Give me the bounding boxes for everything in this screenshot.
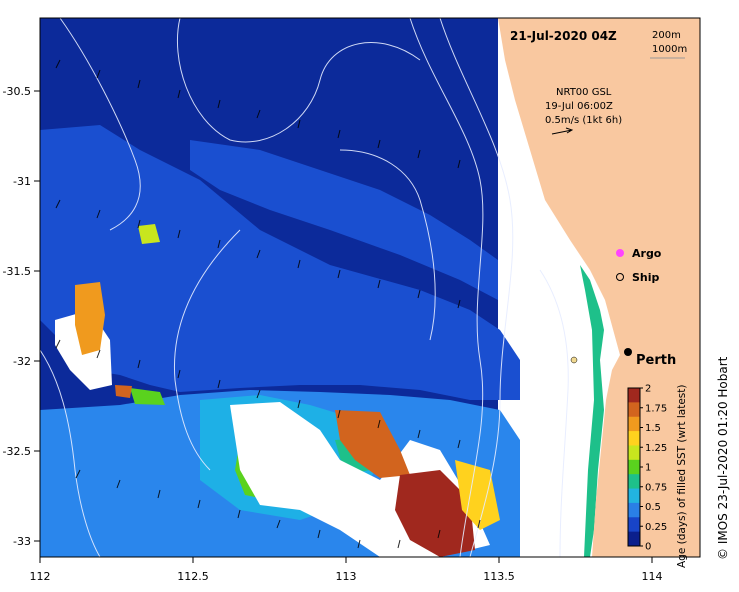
colorbar-segment xyxy=(628,402,640,418)
colorbar-segment xyxy=(628,416,640,432)
y-tick-label: -32.5 xyxy=(3,445,31,458)
ship-marker-on-map xyxy=(570,356,578,364)
orange-patch xyxy=(75,282,105,355)
y-tick-label: -30.5 xyxy=(3,85,31,98)
red-patch xyxy=(335,410,410,478)
colorbar-segment xyxy=(628,459,640,475)
yellow-patch xyxy=(455,460,500,530)
colorbar-tick-label: 1 xyxy=(645,463,651,474)
bathymetry-contours xyxy=(39,17,569,558)
map-area xyxy=(39,17,700,558)
land xyxy=(498,18,700,557)
x-tick-label: 113.5 xyxy=(483,570,515,583)
darkred-patch xyxy=(395,470,475,557)
depth-legend-200m: 200m xyxy=(652,30,681,41)
argo-legend-label: Argo xyxy=(632,247,662,260)
argo-legend-icon xyxy=(616,249,624,257)
colorbar-segment xyxy=(628,488,640,504)
depth-legend-1000m: 1000m xyxy=(652,44,687,55)
ship-legend-label: Ship xyxy=(632,271,660,284)
x-tick-label: 114 xyxy=(642,570,663,583)
colorbar-tick-label: 0.5 xyxy=(645,502,661,513)
green-patch-4 xyxy=(130,388,165,405)
current-vectors xyxy=(55,59,481,549)
colorbar-segment xyxy=(628,502,640,518)
colorbar-tick-label: 1.5 xyxy=(645,423,661,434)
colorbar-segment xyxy=(628,474,640,490)
x-tick-label: 112.5 xyxy=(177,570,209,583)
y-axis: -30.5 -31 -31.5 -32 -32.5 -33 xyxy=(3,85,40,548)
map-title: 21-Jul-2020 04Z xyxy=(510,29,617,43)
colorbar-segment xyxy=(628,445,640,461)
colorbar-tick-label: 0 xyxy=(645,542,651,553)
ocean-upper-band xyxy=(190,140,498,300)
colorbar-label: Age (days) of filled SST (wrt latest) xyxy=(676,385,688,568)
colorbar-tick-label: 0.75 xyxy=(645,482,667,493)
colorbar-segment xyxy=(628,388,640,403)
colorbar-segment xyxy=(628,517,640,533)
coastal-strip xyxy=(580,265,604,557)
brown-patch xyxy=(115,385,132,398)
colorbar: 0 0.25 0.5 0.75 1 1.25 1.5 1.75 2 xyxy=(627,384,667,553)
colorbar-tick-label: 1.75 xyxy=(645,403,667,414)
ship-legend-icon xyxy=(616,273,624,281)
green-patch-3 xyxy=(138,224,160,244)
x-tick-label: 113 xyxy=(336,570,357,583)
current-info-line1: NRT00 GSL xyxy=(556,87,612,98)
credit-text: © IMOS 23-Jul-2020 01:20 Hobart xyxy=(716,356,730,560)
perth-marker xyxy=(624,348,632,356)
colorbar-segment xyxy=(628,431,640,446)
x-tick-label: 112 xyxy=(30,570,51,583)
colorbar-segment xyxy=(628,531,640,547)
y-tick-label: -33 xyxy=(13,535,31,548)
city-label-perth: Perth xyxy=(636,353,676,368)
colorbar-tick-label: 2 xyxy=(645,384,651,395)
y-tick-label: -32 xyxy=(13,355,31,368)
colorbar-tick-label: 0.25 xyxy=(645,522,667,533)
y-tick-label: -31 xyxy=(13,175,31,188)
current-info-line3: 0.5m/s (1kt 6h) xyxy=(545,115,622,126)
map-frame xyxy=(39,17,701,558)
current-scale-arrow xyxy=(551,127,574,135)
ocean-mid-band xyxy=(40,125,520,400)
colorbar-tick-label: 1.25 xyxy=(645,443,667,454)
current-info-line2: 19-Jul 06:00Z xyxy=(545,101,613,112)
y-tick-label: -31.5 xyxy=(3,265,31,278)
